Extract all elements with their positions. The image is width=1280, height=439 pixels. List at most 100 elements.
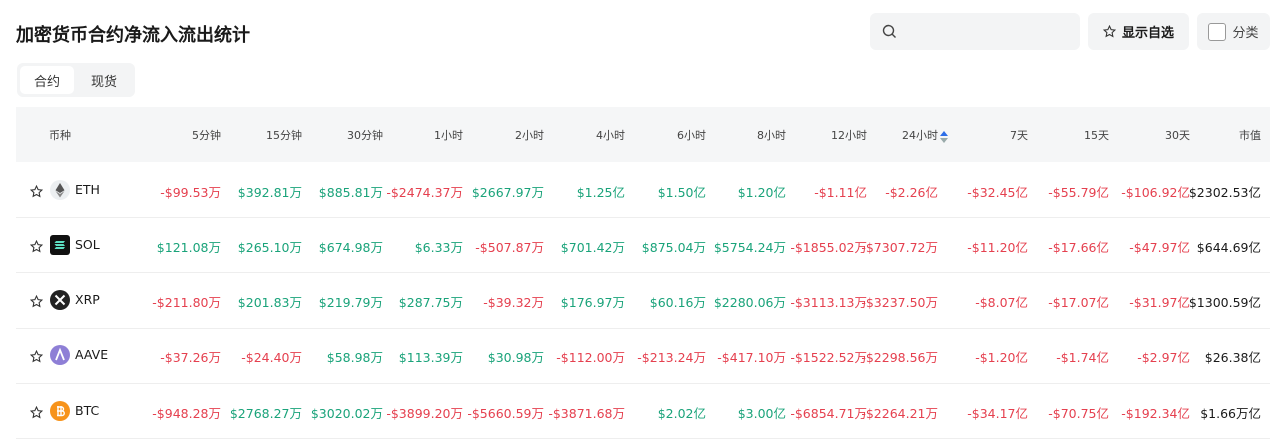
checkbox[interactable] — [1208, 22, 1227, 41]
market-cap: $1300.59亿 — [1188, 295, 1261, 310]
coin-icon — [50, 400, 70, 425]
category-label: 分类 — [1232, 26, 1259, 41]
page-title: 加密货币合约净流入流出统计 — [16, 25, 250, 46]
net-flow: $2.02亿 — [657, 405, 706, 421]
net-flow: $121.08万 — [156, 239, 221, 255]
net-flow: $1.20亿 — [737, 184, 786, 200]
net-flow: -$11.20亿 — [967, 239, 1028, 255]
coin-name[interactable]: AAVE — [75, 347, 109, 363]
net-flow: -$2264.21万 — [861, 405, 938, 421]
coin-logo — [50, 345, 70, 366]
net-flow: -$3237.50万 — [861, 295, 938, 310]
column-header: 15天 — [1084, 129, 1109, 142]
net-flow: -$6854.71万 — [790, 405, 867, 421]
coin-name[interactable]: BTC — [75, 402, 100, 418]
category-toggle[interactable]: 分类 — [1197, 13, 1270, 50]
net-flow: $30.98万 — [487, 350, 544, 366]
net-flow: -$7307.72万 — [861, 239, 938, 255]
net-flow: $287.75万 — [398, 295, 463, 310]
column-header: 1小时 — [434, 129, 463, 142]
net-flow: $219.79万 — [318, 295, 383, 310]
star-icon[interactable] — [29, 184, 44, 198]
coin-logo — [50, 400, 70, 421]
sort-arrows[interactable] — [940, 131, 948, 143]
net-flow: -$70.75亿 — [1048, 405, 1109, 421]
column-header: 30分钟 — [347, 129, 383, 142]
net-flow: $6.33万 — [414, 239, 463, 255]
net-flow: $58.98万 — [326, 350, 383, 366]
column-header: 30天 — [1165, 129, 1190, 142]
tab-bar: 合约 现货 — [17, 63, 135, 97]
net-flow: -$8.07亿 — [975, 295, 1028, 310]
net-flow: -$37.26万 — [160, 350, 221, 366]
net-flow: $701.42万 — [560, 239, 625, 255]
net-flow: -$1.11亿 — [814, 184, 867, 200]
coin-icon — [50, 345, 70, 369]
favorite-star[interactable] — [29, 183, 44, 202]
net-flow: $265.10万 — [237, 239, 302, 255]
net-flow: -$39.32万 — [483, 295, 544, 310]
column-header: 8小时 — [757, 129, 786, 142]
net-flow: -$417.10万 — [717, 350, 786, 366]
table-row — [16, 162, 1270, 218]
star-icon[interactable] — [29, 350, 44, 363]
tab[interactable]: 现货 — [90, 74, 117, 90]
net-flow: -$2474.37万 — [386, 184, 463, 200]
coin-name[interactable]: SOL — [75, 236, 100, 252]
net-flow: -$47.97亿 — [1129, 239, 1190, 255]
net-flow: $674.98万 — [318, 239, 383, 255]
net-flow: -$17.07亿 — [1048, 295, 1109, 310]
tab-active[interactable]: 合约 — [20, 66, 74, 94]
net-flow: -$1.20亿 — [975, 350, 1028, 366]
net-flow: -$3871.68万 — [548, 405, 625, 421]
net-flow: -$3113.13万 — [790, 295, 867, 310]
star-icon[interactable] — [29, 294, 44, 308]
net-flow: -$3899.20万 — [386, 405, 463, 421]
favorites-label: 显示自选 — [1121, 26, 1174, 41]
market-cap: $26.38亿 — [1204, 350, 1261, 366]
favorites-button[interactable]: 显示自选 — [1088, 13, 1189, 50]
coin-icon — [50, 290, 70, 314]
net-flow: -$31.97亿 — [1129, 295, 1190, 310]
column-header: 7天 — [1010, 129, 1028, 142]
coin-name[interactable]: ETH — [75, 181, 100, 197]
net-flow: $1.50亿 — [657, 184, 706, 200]
net-flow: $2768.27万 — [229, 405, 302, 421]
net-flow: -$1522.52万 — [790, 350, 867, 366]
net-flow: -$1.74亿 — [1056, 350, 1109, 366]
column-header: 6小时 — [677, 129, 706, 142]
favorite-star[interactable] — [29, 238, 44, 257]
column-header: 2小时 — [515, 129, 544, 142]
star-icon — [1102, 25, 1116, 38]
net-flow: $113.39万 — [398, 350, 463, 366]
net-flow: $1.25亿 — [576, 184, 625, 200]
favorite-star[interactable] — [29, 293, 44, 312]
favorite-star[interactable] — [29, 348, 44, 367]
net-flow: -$2.97亿 — [1137, 350, 1190, 366]
net-flow: $875.04万 — [641, 239, 706, 255]
star-icon[interactable] — [29, 405, 44, 419]
net-flow: -$2.26亿 — [885, 184, 938, 200]
net-flow: -$2298.56万 — [861, 350, 938, 366]
net-flow: $5754.24万 — [713, 239, 786, 255]
net-flow: $392.81万 — [237, 184, 302, 200]
market-cap: $2302.53亿 — [1188, 184, 1261, 200]
net-flow: -$213.24万 — [637, 350, 706, 366]
net-flow: -$34.17亿 — [967, 405, 1028, 421]
market-cap: $1.66万亿 — [1200, 405, 1261, 421]
net-flow: -$192.34亿 — [1121, 405, 1190, 421]
net-flow: $2667.97万 — [471, 184, 544, 200]
column-header[interactable]: 24小时 — [902, 129, 938, 142]
star-icon[interactable] — [29, 239, 44, 253]
net-flow: $60.16万 — [649, 295, 706, 310]
favorite-star[interactable] — [29, 404, 44, 423]
sort-icon — [940, 128, 948, 147]
column-header: 市值 — [1239, 129, 1261, 142]
net-flow: -$112.00万 — [556, 350, 625, 366]
net-flow: -$948.28万 — [152, 405, 221, 421]
coin-icon — [50, 179, 70, 204]
search-box[interactable] — [870, 13, 1080, 50]
net-flow: -$507.87万 — [475, 239, 544, 255]
net-flow: $2280.06万 — [713, 295, 786, 310]
coin-name[interactable]: XRP — [75, 292, 100, 307]
